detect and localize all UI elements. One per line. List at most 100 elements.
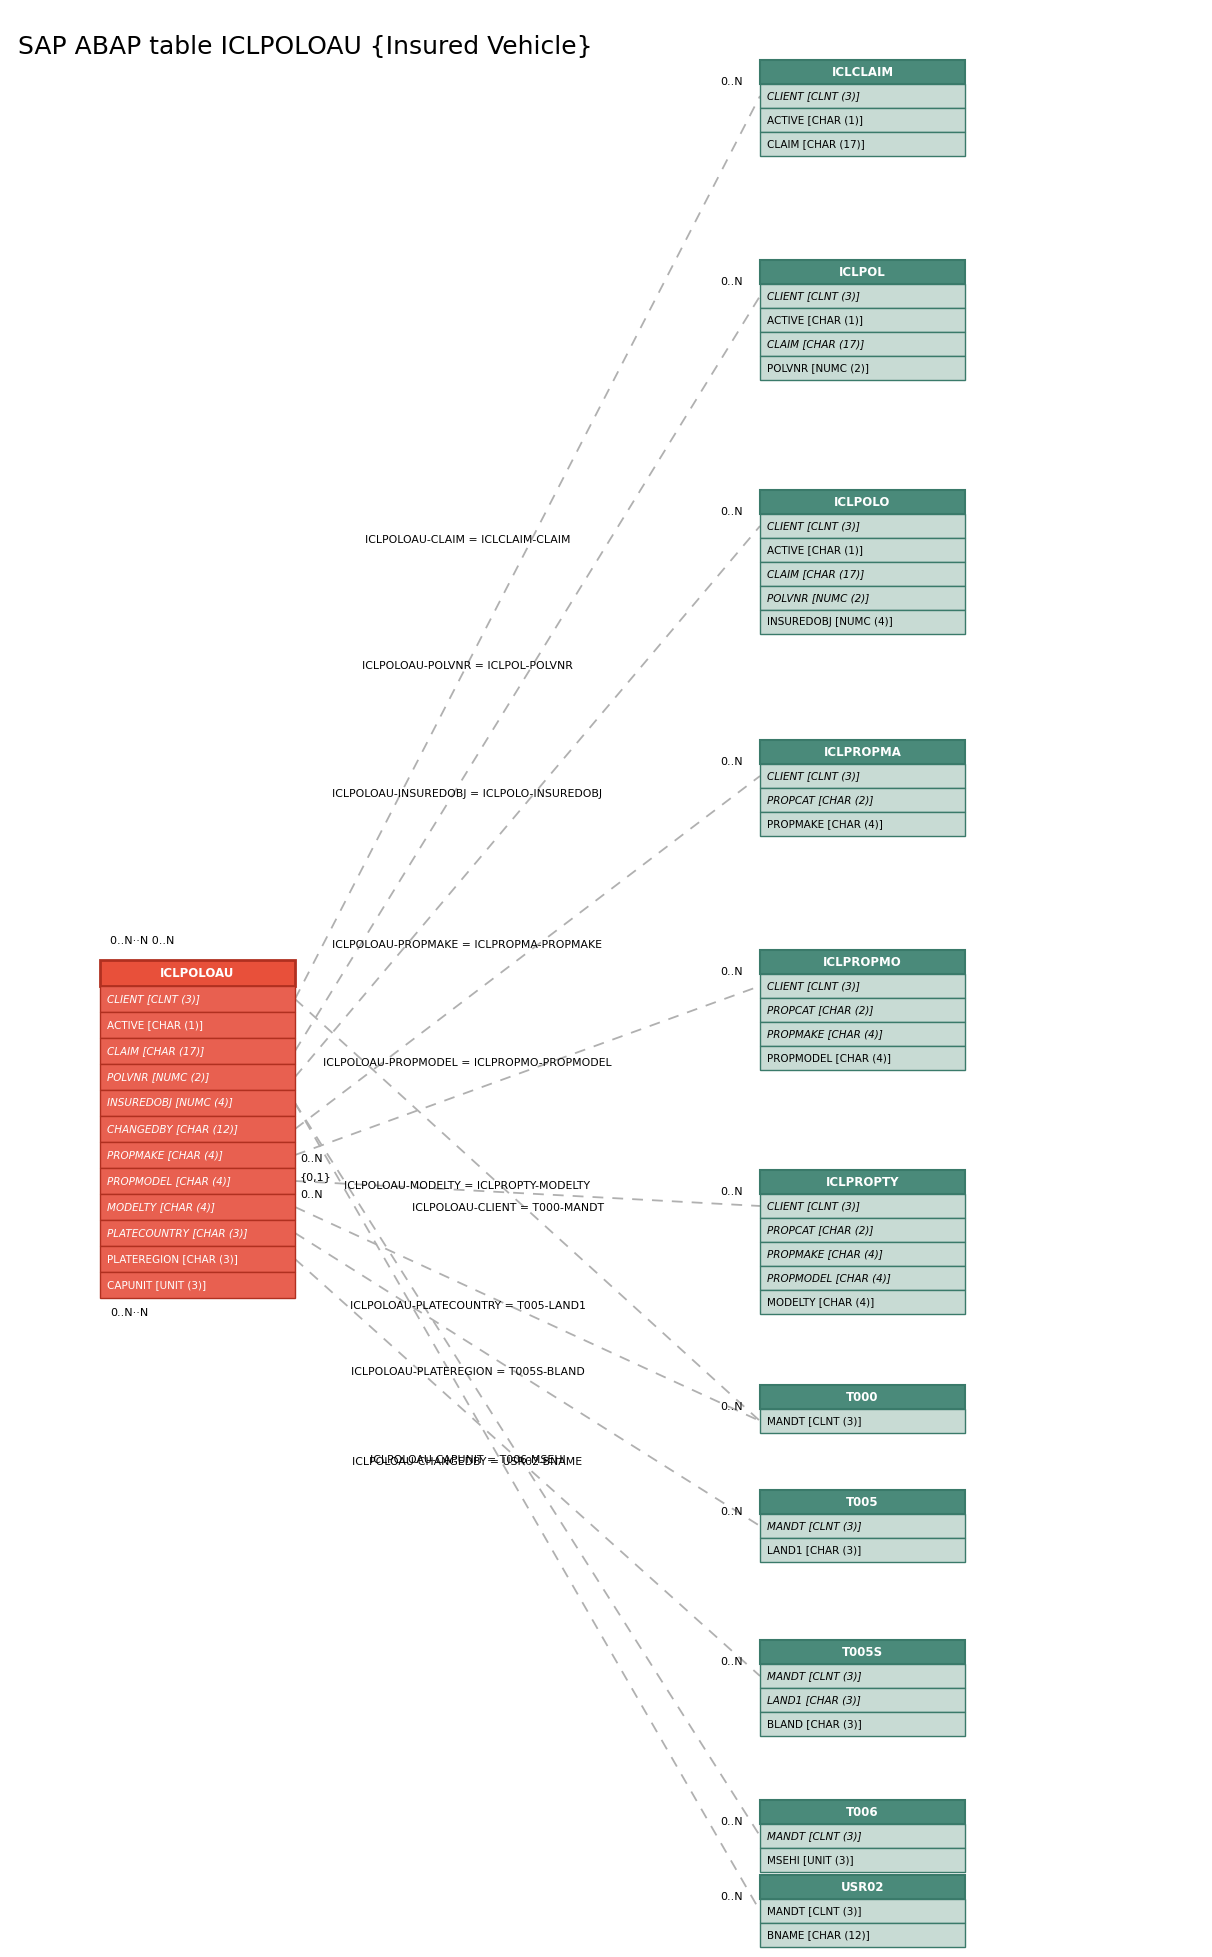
Bar [760, 1515, 965, 1538]
Text: ICLPROPTY: ICLPROPTY [825, 1176, 899, 1188]
Text: MANDT [CLNT (3)]: MANDT [CLNT (3)] [767, 1521, 862, 1530]
Text: CLIENT [CLNT (3)]: CLIENT [CLNT (3)] [767, 90, 859, 102]
Text: T006: T006 [846, 1806, 879, 1818]
Text: ICLPOLOAU-CAPUNIT = T006-MSEHI: ICLPOLOAU-CAPUNIT = T006-MSEHI [370, 1454, 565, 1464]
Text: ICLPOL: ICLPOL [839, 266, 886, 278]
Text: LAND1 [CHAR (3)]: LAND1 [CHAR (3)] [767, 1695, 861, 1705]
Bar [760, 333, 965, 356]
Text: ICLPOLOAU-CLIENT = T000-MANDT: ICLPOLOAU-CLIENT = T000-MANDT [412, 1202, 604, 1213]
Text: PROPMODEL [CHAR (4)]: PROPMODEL [CHAR (4)] [767, 1272, 891, 1284]
Text: CLIENT [CLNT (3)]: CLIENT [CLNT (3)] [767, 292, 859, 301]
Bar [760, 1170, 965, 1194]
Bar [760, 1266, 965, 1290]
Text: 0..N: 0..N [720, 76, 743, 86]
Bar [101, 1272, 295, 1297]
Text: 0..N: 0..N [720, 278, 743, 288]
Text: 0..N: 0..N [720, 1507, 743, 1517]
Bar [760, 260, 965, 284]
Bar [760, 131, 965, 157]
Text: ACTIVE [CHAR (1)]: ACTIVE [CHAR (1)] [767, 315, 863, 325]
Bar [760, 1243, 965, 1266]
Text: MANDT [CLNT (3)]: MANDT [CLNT (3)] [767, 1671, 862, 1681]
Text: ICLPOLOAU-CHANGEDBY = USR02-BNAME: ICLPOLOAU-CHANGEDBY = USR02-BNAME [353, 1456, 583, 1466]
Text: 0..N··N: 0..N··N [110, 1307, 148, 1317]
Text: POLVNR [NUMC (2)]: POLVNR [NUMC (2)] [767, 362, 869, 374]
Bar [760, 1663, 965, 1689]
Bar [760, 307, 965, 333]
Text: CLAIM [CHAR (17)]: CLAIM [CHAR (17)] [767, 339, 864, 348]
Bar [760, 1924, 965, 1947]
Bar [760, 763, 965, 789]
Text: SAP ABAP table ICLPOLOAU {Insured Vehicle}: SAP ABAP table ICLPOLOAU {Insured Vehicl… [18, 35, 593, 59]
Bar [101, 1115, 295, 1143]
Text: LAND1 [CHAR (3)]: LAND1 [CHAR (3)] [767, 1544, 862, 1556]
Text: MANDT [CLNT (3)]: MANDT [CLNT (3)] [767, 1906, 862, 1916]
Text: ICLPOLOAU-PLATECOUNTRY = T005-LAND1: ICLPOLOAU-PLATECOUNTRY = T005-LAND1 [349, 1301, 585, 1311]
Bar [760, 1194, 965, 1217]
Bar [760, 1045, 965, 1070]
Text: 0..N: 0..N [720, 507, 743, 517]
Bar [760, 515, 965, 538]
Bar [760, 1847, 965, 1873]
Text: PROPMODEL [CHAR (4)]: PROPMODEL [CHAR (4)] [107, 1176, 230, 1186]
Text: PLATECOUNTRY [CHAR (3)]: PLATECOUNTRY [CHAR (3)] [107, 1227, 247, 1239]
Text: PROPMAKE [CHAR (4)]: PROPMAKE [CHAR (4)] [767, 818, 882, 830]
Text: T000: T000 [846, 1391, 879, 1403]
Text: ICLPOLO: ICLPOLO [834, 495, 891, 509]
Bar [760, 84, 965, 108]
Text: ACTIVE [CHAR (1)]: ACTIVE [CHAR (1)] [767, 115, 863, 125]
Text: 0..N: 0..N [720, 1401, 743, 1413]
Bar [760, 1409, 965, 1433]
Text: 0..N: 0..N [720, 1188, 743, 1198]
Bar [760, 611, 965, 634]
Text: 0..N: 0..N [720, 967, 743, 977]
Bar [760, 61, 965, 84]
Text: PROPMAKE [CHAR (4)]: PROPMAKE [CHAR (4)] [107, 1151, 223, 1161]
Text: CLIENT [CLNT (3)]: CLIENT [CLNT (3)] [107, 994, 200, 1004]
Bar [760, 585, 965, 611]
Text: CLIENT [CLNT (3)]: CLIENT [CLNT (3)] [767, 521, 859, 530]
Bar [101, 1143, 295, 1168]
Bar [760, 1489, 965, 1515]
Text: PROPMAKE [CHAR (4)]: PROPMAKE [CHAR (4)] [767, 1029, 882, 1039]
Bar [760, 1022, 965, 1045]
Text: 0..N: 0..N [301, 1155, 322, 1164]
Text: PROPMAKE [CHAR (4)]: PROPMAKE [CHAR (4)] [767, 1249, 882, 1258]
Text: T005: T005 [846, 1495, 879, 1509]
Text: INSUREDOBJ [NUMC (4)]: INSUREDOBJ [NUMC (4)] [107, 1098, 233, 1108]
Text: PLATEREGION [CHAR (3)]: PLATEREGION [CHAR (3)] [107, 1254, 238, 1264]
Bar [760, 740, 965, 763]
Text: 0..N: 0..N [720, 757, 743, 767]
Text: 0..N: 0..N [720, 1892, 743, 1902]
Bar [760, 1290, 965, 1313]
Bar [760, 1800, 965, 1824]
Bar [760, 1712, 965, 1736]
Text: 0..N: 0..N [720, 1658, 743, 1667]
Text: CLIENT [CLNT (3)]: CLIENT [CLNT (3)] [767, 980, 859, 990]
Text: T005S: T005S [842, 1646, 884, 1658]
Text: ICLCLAIM: ICLCLAIM [831, 65, 893, 78]
Bar [101, 1168, 295, 1194]
Bar [760, 975, 965, 998]
Text: ICLPROPMA: ICLPROPMA [824, 746, 902, 759]
Bar [101, 1037, 295, 1065]
Text: 0..N: 0..N [301, 1190, 322, 1200]
Text: BLAND [CHAR (3)]: BLAND [CHAR (3)] [767, 1718, 862, 1728]
Bar [101, 1090, 295, 1115]
Text: MANDT [CLNT (3)]: MANDT [CLNT (3)] [767, 1417, 862, 1427]
Bar [760, 812, 965, 836]
Text: CLIENT [CLNT (3)]: CLIENT [CLNT (3)] [767, 771, 859, 781]
Text: CLAIM [CHAR (17)]: CLAIM [CHAR (17)] [767, 569, 864, 579]
Bar [760, 1824, 965, 1847]
Text: CLAIM [CHAR (17)]: CLAIM [CHAR (17)] [107, 1045, 205, 1057]
Text: POLVNR [NUMC (2)]: POLVNR [NUMC (2)] [107, 1072, 210, 1082]
Text: PROPMODEL [CHAR (4)]: PROPMODEL [CHAR (4)] [767, 1053, 891, 1063]
Bar [760, 284, 965, 307]
Text: MODELTY [CHAR (4)]: MODELTY [CHAR (4)] [107, 1202, 215, 1211]
Bar [760, 998, 965, 1022]
Text: ICLPOLOAU-PROPMODEL = ICLPROPMO-PROPMODEL: ICLPOLOAU-PROPMODEL = ICLPROPMO-PROPMODE… [324, 1057, 612, 1067]
Bar [760, 1875, 965, 1898]
Text: PROPCAT [CHAR (2)]: PROPCAT [CHAR (2)] [767, 1225, 874, 1235]
Bar [101, 1065, 295, 1090]
Text: MANDT [CLNT (3)]: MANDT [CLNT (3)] [767, 1832, 862, 1842]
